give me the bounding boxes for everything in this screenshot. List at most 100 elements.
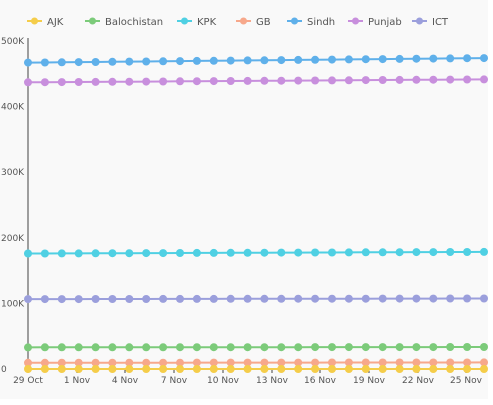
data-point [311,343,320,352]
data-point [463,294,472,303]
data-point [463,75,472,84]
data-point [176,358,184,367]
data-point [142,77,151,86]
data-point [159,294,168,303]
data-point [74,365,83,373]
data-point [176,249,184,257]
data-point [294,358,303,367]
data-point [74,343,83,352]
data-point [463,358,472,367]
data-point [480,247,488,256]
legend-item-balochistan: Balochistan [85,17,163,28]
data-point [57,295,66,304]
data-point [446,365,455,373]
legend-label: KPK [197,17,217,28]
data-point [74,78,83,86]
data-point [209,358,218,367]
data-point [24,358,32,367]
data-point [294,248,303,257]
data-point [463,365,472,373]
data-point [412,343,421,352]
data-point [446,75,455,84]
series-line [28,250,485,255]
data-point [24,58,32,67]
y-tick-label: 500K [1,37,25,47]
data-point [395,54,404,63]
data-point [91,365,100,373]
data-point [24,365,32,373]
legend-label: Punjab [368,17,402,28]
data-point [226,56,235,65]
data-point [125,295,134,303]
series-punjab [24,75,488,87]
legend-label: Sindh [307,17,335,28]
data-point [446,54,455,63]
data-point [344,294,353,303]
legend-swatch-dot [181,17,188,25]
data-point [260,248,269,257]
data-point [378,358,387,367]
data-point [125,57,134,66]
data-point [142,358,151,367]
data-point [226,248,235,257]
data-point [57,343,66,352]
data-point [480,343,488,351]
series-gb [24,358,488,367]
x-tick-label: 29 Oct [13,376,43,386]
data-point [91,249,100,258]
data-point [192,248,201,257]
data-point [243,76,252,85]
legend-label: Balochistan [105,17,163,28]
data-point [294,343,303,352]
series-ajk [24,365,488,373]
data-point [108,57,117,66]
data-point [57,249,66,258]
data-point [74,295,83,304]
data-point [412,365,421,373]
data-point [277,365,286,373]
data-point [429,54,438,63]
data-point [361,294,370,303]
data-point [480,75,488,84]
y-tick-label: 0 [1,365,7,375]
data-point [463,54,472,63]
data-point [24,78,32,87]
data-point [429,248,438,257]
data-point [429,75,438,84]
data-point [294,294,303,303]
legend-item-kpk: KPK [177,17,217,28]
data-point [159,249,168,258]
data-point [91,77,100,86]
data-point [463,248,472,256]
data-point [108,343,117,352]
legend-swatch-dot [240,17,247,25]
data-point [328,248,336,257]
series-sindh [24,54,488,67]
data-point [311,365,320,373]
data-point [361,248,370,257]
data-point [243,365,252,373]
data-point [142,57,151,66]
data-point [480,365,488,373]
legend-swatch-dot [416,17,423,25]
data-point [108,295,117,303]
data-point [40,358,49,367]
y-axis: 0 100K 200K 300K 400K 500K [1,37,29,375]
data-point [378,343,387,352]
x-tick-label: 19 Nov [353,376,386,386]
data-point [209,343,218,352]
legend-swatch-dot [352,17,359,25]
data-point [74,249,83,258]
data-point [40,78,49,87]
data-point [192,358,201,367]
data-point [328,343,336,352]
data-point [192,365,201,373]
data-point [176,365,184,373]
data-point [311,248,320,257]
data-point [209,248,218,257]
data-point [260,358,269,367]
x-tick-label: 4 Nov [112,376,139,386]
data-point [226,358,235,367]
data-point [125,77,134,86]
data-point [24,343,32,352]
